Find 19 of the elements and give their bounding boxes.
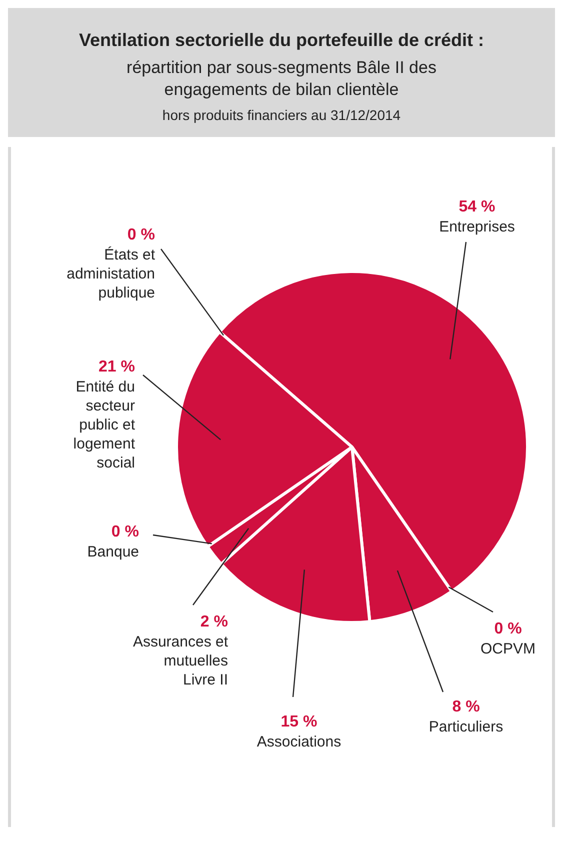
text: 0 % <box>494 620 522 638</box>
text: 0 % <box>111 523 139 540</box>
data-label: 15 % <box>280 713 318 730</box>
slice-label: Entité du secteur public et logement social <box>73 378 136 472</box>
slice-label: Particuliers <box>428 718 504 736</box>
chart-title: Ventilation sectorielle du portefeuille de crédit : <box>78 30 486 51</box>
slice-label: Assurances et mutuelles Livre II <box>132 634 229 689</box>
category-label: États et administation publique <box>66 246 155 302</box>
slice-label: Entreprises <box>439 218 515 236</box>
slice-label: Associations <box>256 734 342 751</box>
category-label: Banque <box>87 544 139 561</box>
chart-subtitle: répartition par sous-segments Bâle II des engagements de bilan clientèle <box>126 57 438 101</box>
text: hors produits financiers au 31/12/2014 <box>161 107 402 123</box>
data-label: 21 % <box>98 358 135 376</box>
data-label: 2 % <box>200 613 228 630</box>
data-label: 54 % <box>458 198 496 216</box>
category-label: OCPVM <box>480 640 536 658</box>
data-label: 8 % <box>452 698 480 716</box>
text: 0 % <box>127 226 155 244</box>
